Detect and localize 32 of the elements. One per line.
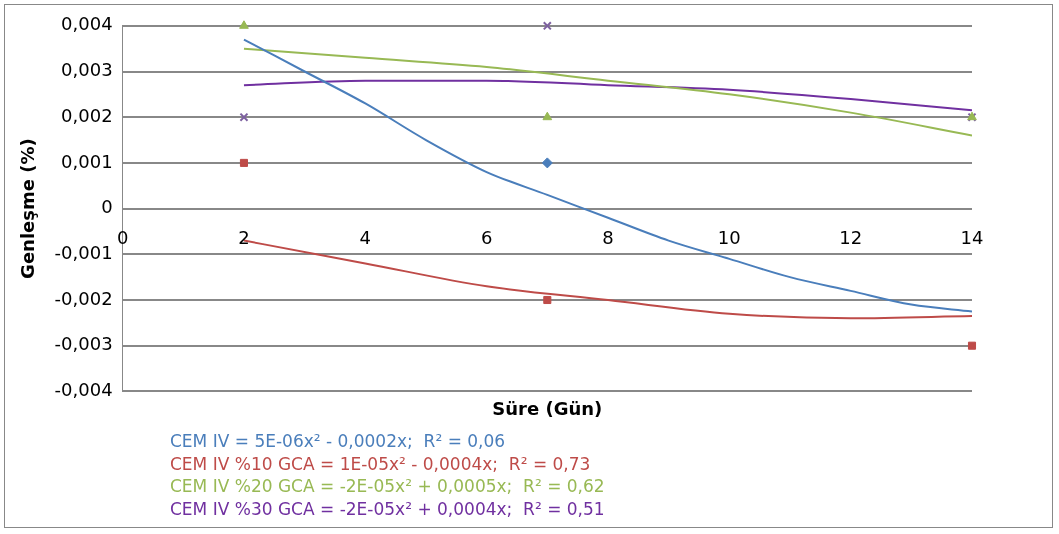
- text: CEM IV %30 GCA = -2E-05x² + 0,0004x; R² = 0,51: [170, 497, 605, 520]
- point: [542, 111, 553, 121]
- x-axis-title: Süre (Gün): [492, 397, 603, 419]
- text: CEM IV %10 GCA = 1E-05x² - 0,0004x; R² = 0,73: [170, 452, 592, 475]
- point: [239, 158, 248, 167]
- text: CEM IV = 5E-06x² - 0,0002x; R² = 0,06: [170, 430, 507, 453]
- x-tick-label: 0: [116, 227, 129, 249]
- x-tick-label: 4: [359, 227, 372, 249]
- y-tick-label: 0: [101, 196, 113, 218]
- point: [543, 295, 552, 305]
- point: [541, 157, 553, 169]
- y-tick-label: -0,001: [54, 241, 113, 263]
- y-tick-label: 0,003: [61, 59, 113, 81]
- point: [542, 21, 552, 31]
- y-tick-label: -0,003: [54, 333, 113, 355]
- x-tick-label: 8: [602, 227, 614, 249]
- y-tick-label: 0,001: [61, 150, 113, 172]
- point: [967, 341, 977, 350]
- text: CEM IV %20 GCA = -2E-05x² + 0,0005x; R² = 0,62: [170, 475, 605, 498]
- x-tick-label: 6: [480, 227, 493, 249]
- x-tick-label: 14: [960, 227, 984, 249]
- y-tick-label: 0,004: [61, 13, 113, 35]
- y-tick-label: -0,002: [54, 287, 113, 309]
- y-axis-title: Genleşme (%): [17, 138, 39, 279]
- point: [239, 112, 249, 122]
- x-tick-label: 12: [839, 227, 863, 249]
- x-tick-label: 10: [717, 227, 741, 249]
- y-tick-label: -0,004: [54, 379, 113, 401]
- y-tick-label: 0,002: [61, 104, 113, 126]
- point: [239, 20, 249, 29]
- x-tick-label: 2: [238, 227, 250, 249]
- line-series: [242, 47, 972, 137]
